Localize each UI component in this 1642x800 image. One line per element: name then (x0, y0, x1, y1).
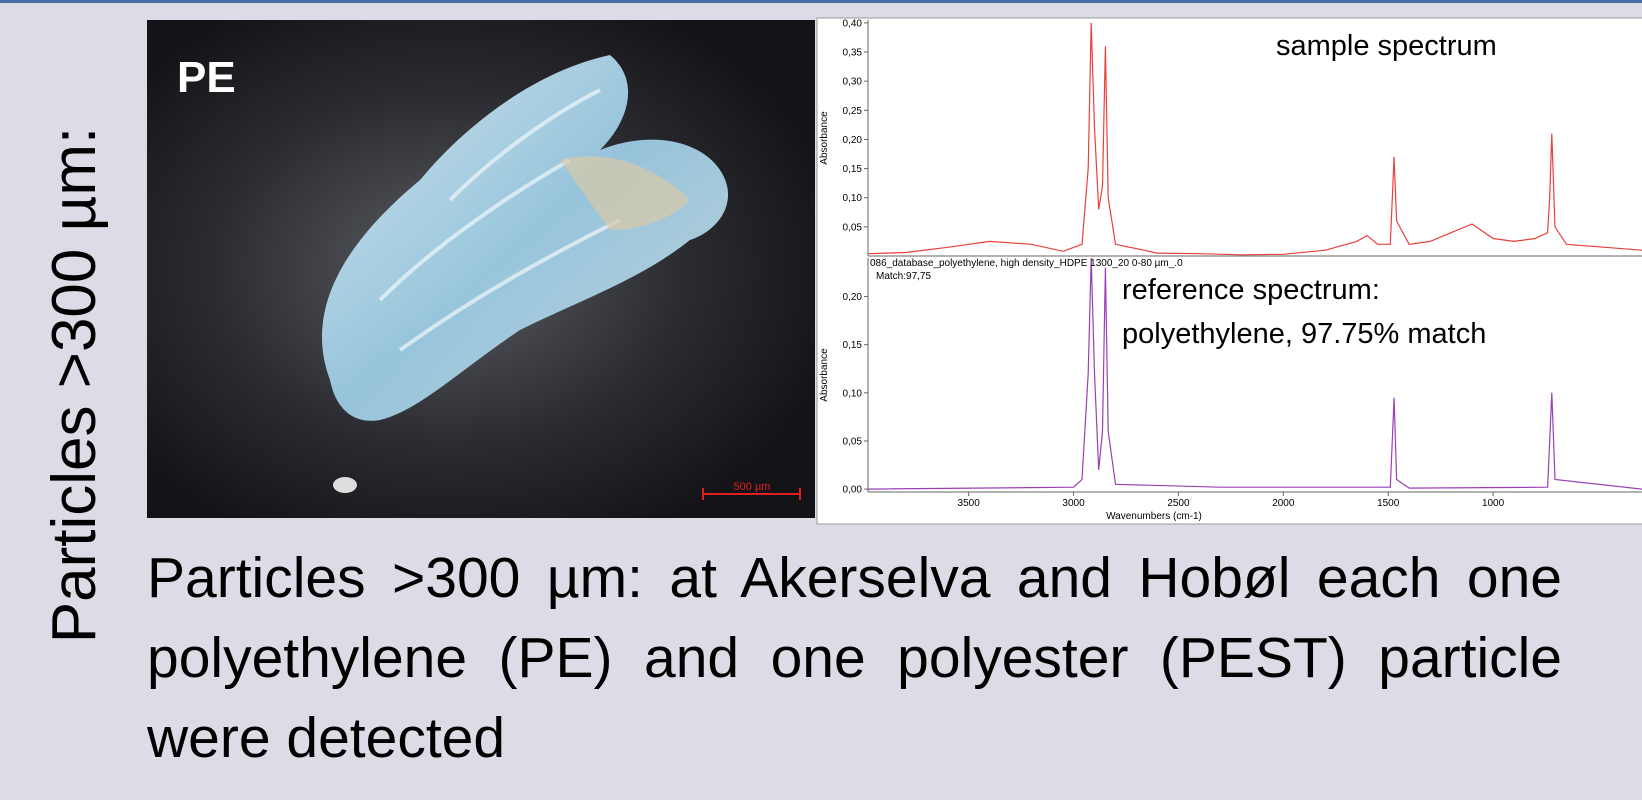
side-label: Particles >300 µm: (40, 127, 109, 643)
y-tick-label: 0,40 (843, 18, 863, 29)
x-tick-label: 3500 (958, 498, 981, 509)
spectrum-title: 086_database_polyethylene, high density_… (870, 258, 1183, 269)
x-tick-label: 2000 (1272, 498, 1295, 509)
scale-bar-label: 500 µm (734, 481, 771, 493)
y-tick-label: 0,00 (843, 485, 863, 496)
y-tick-label: 0,15 (843, 340, 863, 351)
slide: Particles >300 µm: PE 500 µm 0,05 0,10 0,1… (0, 0, 1642, 800)
x-tick-label: 2500 (1167, 498, 1190, 509)
spectrum-subtitle: Match:97,75 (876, 271, 931, 282)
y-tick-label: 0,20 (843, 292, 863, 303)
y-axis-label: Absorbance (819, 111, 830, 165)
annotation: polyethylene, 97.75% match (1122, 318, 1486, 350)
photo-label: PE (177, 53, 236, 102)
y-tick-label: 0,10 (843, 193, 863, 204)
x-tick-label: 3000 (1062, 498, 1085, 509)
y-tick-label: 0,05 (843, 436, 863, 447)
y-tick-label: 0,20 (843, 135, 863, 146)
y-tick-label: 0,25 (843, 106, 863, 117)
annotation: sample spectrum (1276, 30, 1497, 62)
x-tick-label: 1500 (1377, 498, 1400, 509)
caption: Particles >300 µm: at Akerselva and Hobø… (147, 538, 1562, 778)
spectra-panel (817, 18, 1642, 524)
annotation: reference spectrum: (1122, 274, 1380, 306)
y-tick-label: 0,10 (843, 388, 863, 399)
y-axis-label: Absorbance (819, 348, 830, 402)
y-tick-label: 0,05 (843, 222, 863, 233)
y-tick-label: 0,15 (843, 164, 863, 175)
y-tick-label: 0,30 (843, 77, 863, 88)
top-rule (0, 0, 1642, 3)
y-tick-label: 0,35 (843, 48, 863, 59)
x-axis-label: Wavenumbers (cm-1) (1106, 511, 1202, 522)
x-tick-label: 1000 (1482, 498, 1505, 509)
photo: PE 500 µm (147, 20, 815, 518)
